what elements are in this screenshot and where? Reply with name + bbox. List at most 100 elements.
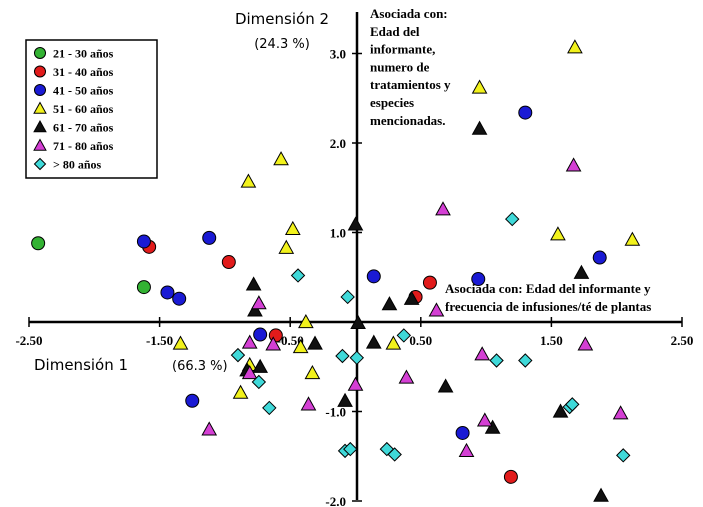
legend-label: 61 - 70 años xyxy=(53,121,114,135)
data-point xyxy=(202,422,216,435)
annotation-dim2-line: especies xyxy=(370,95,414,110)
legend-label: > 80 años xyxy=(53,158,102,172)
data-point xyxy=(504,470,517,483)
data-point xyxy=(551,227,565,240)
data-point xyxy=(292,269,305,282)
data-point xyxy=(234,386,248,399)
data-point xyxy=(625,233,639,246)
x-axis-pct-text: (66.3 %) xyxy=(172,359,228,374)
data-point xyxy=(367,336,381,349)
data-point xyxy=(473,122,487,135)
data-point xyxy=(578,337,592,350)
data-point xyxy=(279,241,293,254)
data-point xyxy=(222,256,235,269)
data-point xyxy=(241,174,255,187)
annotation-dimension-2: Asociada con: Edad del informante, numero d… xyxy=(370,6,451,128)
x-axis-title: Dimensión 1 (66.3 %) xyxy=(34,356,228,374)
data-point xyxy=(567,158,581,171)
data-point xyxy=(231,349,244,362)
data-point xyxy=(593,251,606,264)
data-point xyxy=(473,81,487,94)
y-tick-label: 3.0 xyxy=(330,47,346,62)
legend-label: 51 - 60 años xyxy=(53,102,114,116)
y-tick-label: 1.0 xyxy=(330,226,346,241)
data-point xyxy=(594,489,608,502)
data-point xyxy=(263,401,276,414)
y-axis-title: Dimensión 2 (24.3 %) xyxy=(235,10,329,52)
data-point xyxy=(399,370,413,383)
data-point xyxy=(349,217,363,230)
data-point xyxy=(386,336,400,349)
data-point xyxy=(475,347,489,360)
data-point xyxy=(336,350,349,363)
data-point xyxy=(367,270,380,283)
x-axis-title-text: Dimensión 1 xyxy=(34,356,128,374)
annotation-dimension-1: Asociada con: Edad del informante y frecu… xyxy=(445,281,651,314)
data-point xyxy=(301,397,315,410)
y-axis-pct-text: (24.3 %) xyxy=(254,37,310,52)
data-point xyxy=(614,406,628,419)
data-point xyxy=(397,329,410,342)
data-point xyxy=(350,351,363,364)
y-tick-label: 2.0 xyxy=(330,136,346,151)
annotation-dim2-line: Edad del xyxy=(370,24,420,39)
data-point xyxy=(349,378,363,391)
data-point xyxy=(436,202,450,215)
data-point xyxy=(439,379,453,392)
y-axis-title-text: Dimensión 2 xyxy=(235,10,329,28)
data-point xyxy=(490,354,503,367)
data-point xyxy=(274,152,288,165)
data-point xyxy=(137,235,150,248)
data-point xyxy=(286,222,300,235)
data-point xyxy=(137,281,150,294)
x-tick-label: -1.50 xyxy=(146,333,173,348)
data-point xyxy=(173,336,187,349)
legend: 21 - 30 años 31 - 40 años 41 - 50 años 51 -… xyxy=(26,40,157,178)
data-point xyxy=(338,394,352,407)
data-point xyxy=(568,40,582,53)
data-point xyxy=(305,366,319,379)
legend-label: 21 - 30 años xyxy=(53,47,114,61)
data-point xyxy=(341,290,354,303)
data-point xyxy=(253,360,267,373)
data-point xyxy=(203,231,216,244)
legend-marker xyxy=(34,47,45,58)
data-point xyxy=(429,303,443,316)
data-point xyxy=(456,426,469,439)
x-tick-label: 0.50 xyxy=(409,333,432,348)
data-point xyxy=(382,297,396,310)
data-point xyxy=(506,213,519,226)
legend-label: 31 - 40 años xyxy=(53,65,114,79)
y-tick-label: -2.0 xyxy=(325,494,346,507)
legend-marker xyxy=(34,66,45,77)
data-point xyxy=(519,354,532,367)
data-point xyxy=(161,286,174,299)
annotation-dim1-line: frecuencia de infusiones/té de plantas xyxy=(445,299,651,314)
data-point xyxy=(478,413,492,426)
data-point xyxy=(574,266,588,279)
legend-label: 41 - 50 años xyxy=(53,84,114,98)
data-point xyxy=(460,444,474,457)
x-tick-label: 1.50 xyxy=(540,333,563,348)
x-tick-label: 2.50 xyxy=(671,333,694,348)
data-point xyxy=(247,277,261,290)
data-point xyxy=(254,328,267,341)
data-point xyxy=(186,394,199,407)
legend-label: 71 - 80 años xyxy=(53,139,114,153)
data-point xyxy=(617,449,630,462)
annotation-dim2-line: informante, xyxy=(370,42,435,57)
annotation-dim1-line: Asociada con: Edad del informante y xyxy=(445,281,651,296)
x-tick-label: -2.50 xyxy=(15,333,42,348)
annotation-dim2-line: numero de xyxy=(370,59,430,74)
data-point xyxy=(308,336,322,349)
annotation-dim2-line: tratamientos y xyxy=(370,77,451,92)
legend-marker xyxy=(34,84,45,95)
data-point xyxy=(423,276,436,289)
annotation-dim2-line: Asociada con: xyxy=(370,6,448,21)
data-point xyxy=(519,106,532,119)
data-point xyxy=(173,292,186,305)
data-point xyxy=(32,237,45,250)
data-point xyxy=(252,296,266,309)
annotation-dim2-line: mencionadas. xyxy=(370,113,445,128)
